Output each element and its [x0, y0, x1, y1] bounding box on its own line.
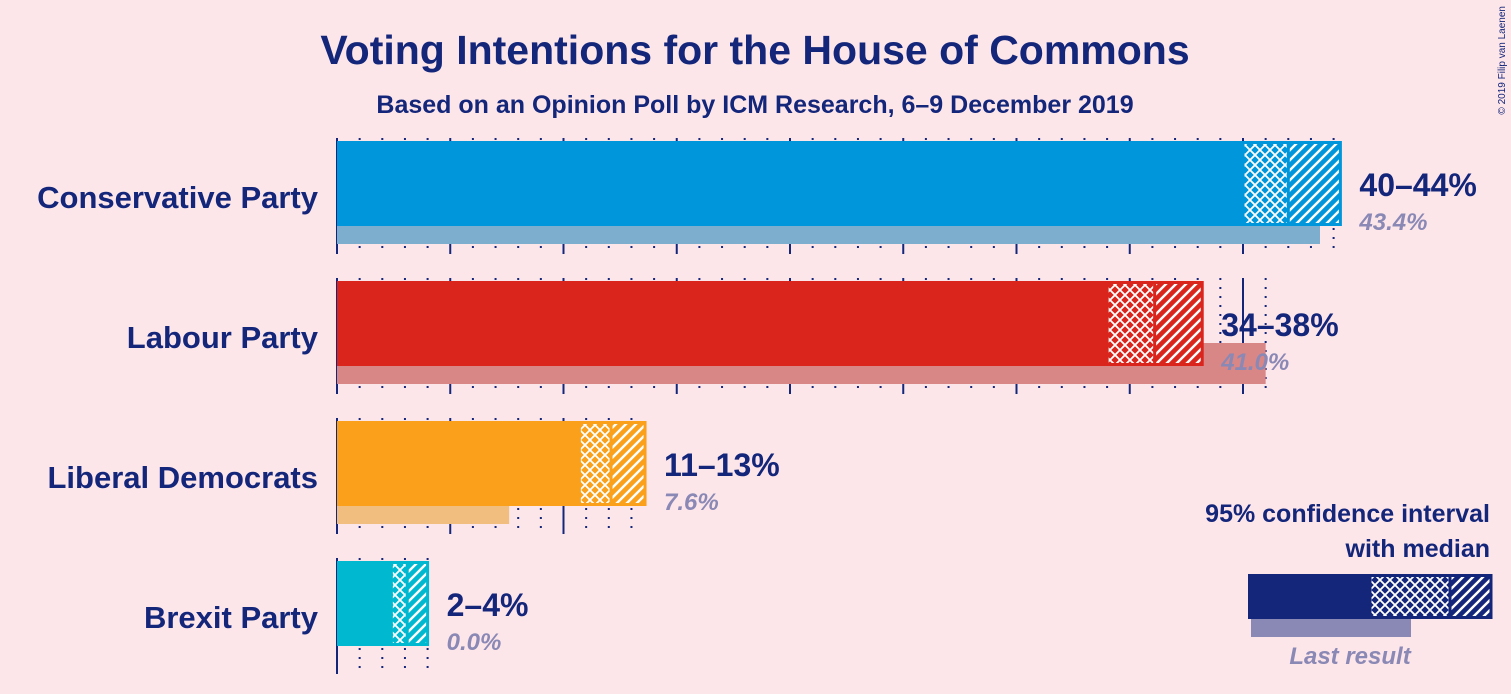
- ci-upper-segment: [1288, 141, 1341, 226]
- ci-upper-segment: [611, 421, 646, 506]
- legend-last-result: Last result: [1289, 643, 1411, 670]
- ci-lower-segment: [1243, 141, 1289, 226]
- legend-ci-upper: [1450, 574, 1491, 619]
- party-label: Brexit Party: [144, 600, 319, 635]
- ci-outline: [389, 561, 430, 646]
- legend-line2: with median: [1345, 535, 1490, 563]
- chart-title: Voting Intentions for the House of Commo…: [320, 27, 1189, 73]
- estimate-bar: [337, 141, 1243, 226]
- chart-subtitle: Based on an Opinion Poll by ICM Research…: [376, 91, 1133, 119]
- legend-ci-outline: [1368, 574, 1493, 619]
- legend-line1: 95% confidence interval: [1205, 500, 1490, 528]
- estimate-bar: [337, 281, 1108, 366]
- last-result-label: 0.0%: [447, 629, 502, 656]
- range-label: 11–13%: [664, 447, 780, 483]
- legend-ci-lower: [1370, 574, 1450, 619]
- estimate-bar: [337, 561, 392, 646]
- party-label: Liberal Democrats: [48, 460, 319, 495]
- party-label: Conservative Party: [37, 180, 319, 215]
- range-label: 34–38%: [1221, 307, 1338, 343]
- ci-outline: [1241, 141, 1342, 226]
- legend: 95% confidence interval with median Last…: [1205, 500, 1493, 670]
- ci-lower-segment: [1107, 281, 1155, 366]
- last-result-label: 41.0%: [1220, 349, 1289, 376]
- legend-solid-bar: [1248, 574, 1370, 619]
- party-label: Labour Party: [127, 320, 319, 355]
- range-label: 2–4%: [447, 587, 529, 623]
- ci-lower-segment: [391, 561, 408, 646]
- copyright-note: © 2019 Filip van Laenen: [1497, 6, 1508, 115]
- bars: [337, 141, 1342, 646]
- range-label: 40–44%: [1359, 167, 1476, 203]
- ci-lower-segment: [579, 421, 612, 506]
- last-result-label: 43.4%: [1358, 209, 1427, 236]
- ci-upper-segment: [1154, 281, 1203, 366]
- ci-upper-segment: [407, 561, 428, 646]
- labels: Conservative Party 40–44% 43.4% Labour Part…: [37, 167, 1477, 656]
- last-result-label: 7.6%: [664, 489, 719, 516]
- legend-last-result-bar: [1251, 618, 1411, 637]
- estimate-bar: [337, 421, 580, 506]
